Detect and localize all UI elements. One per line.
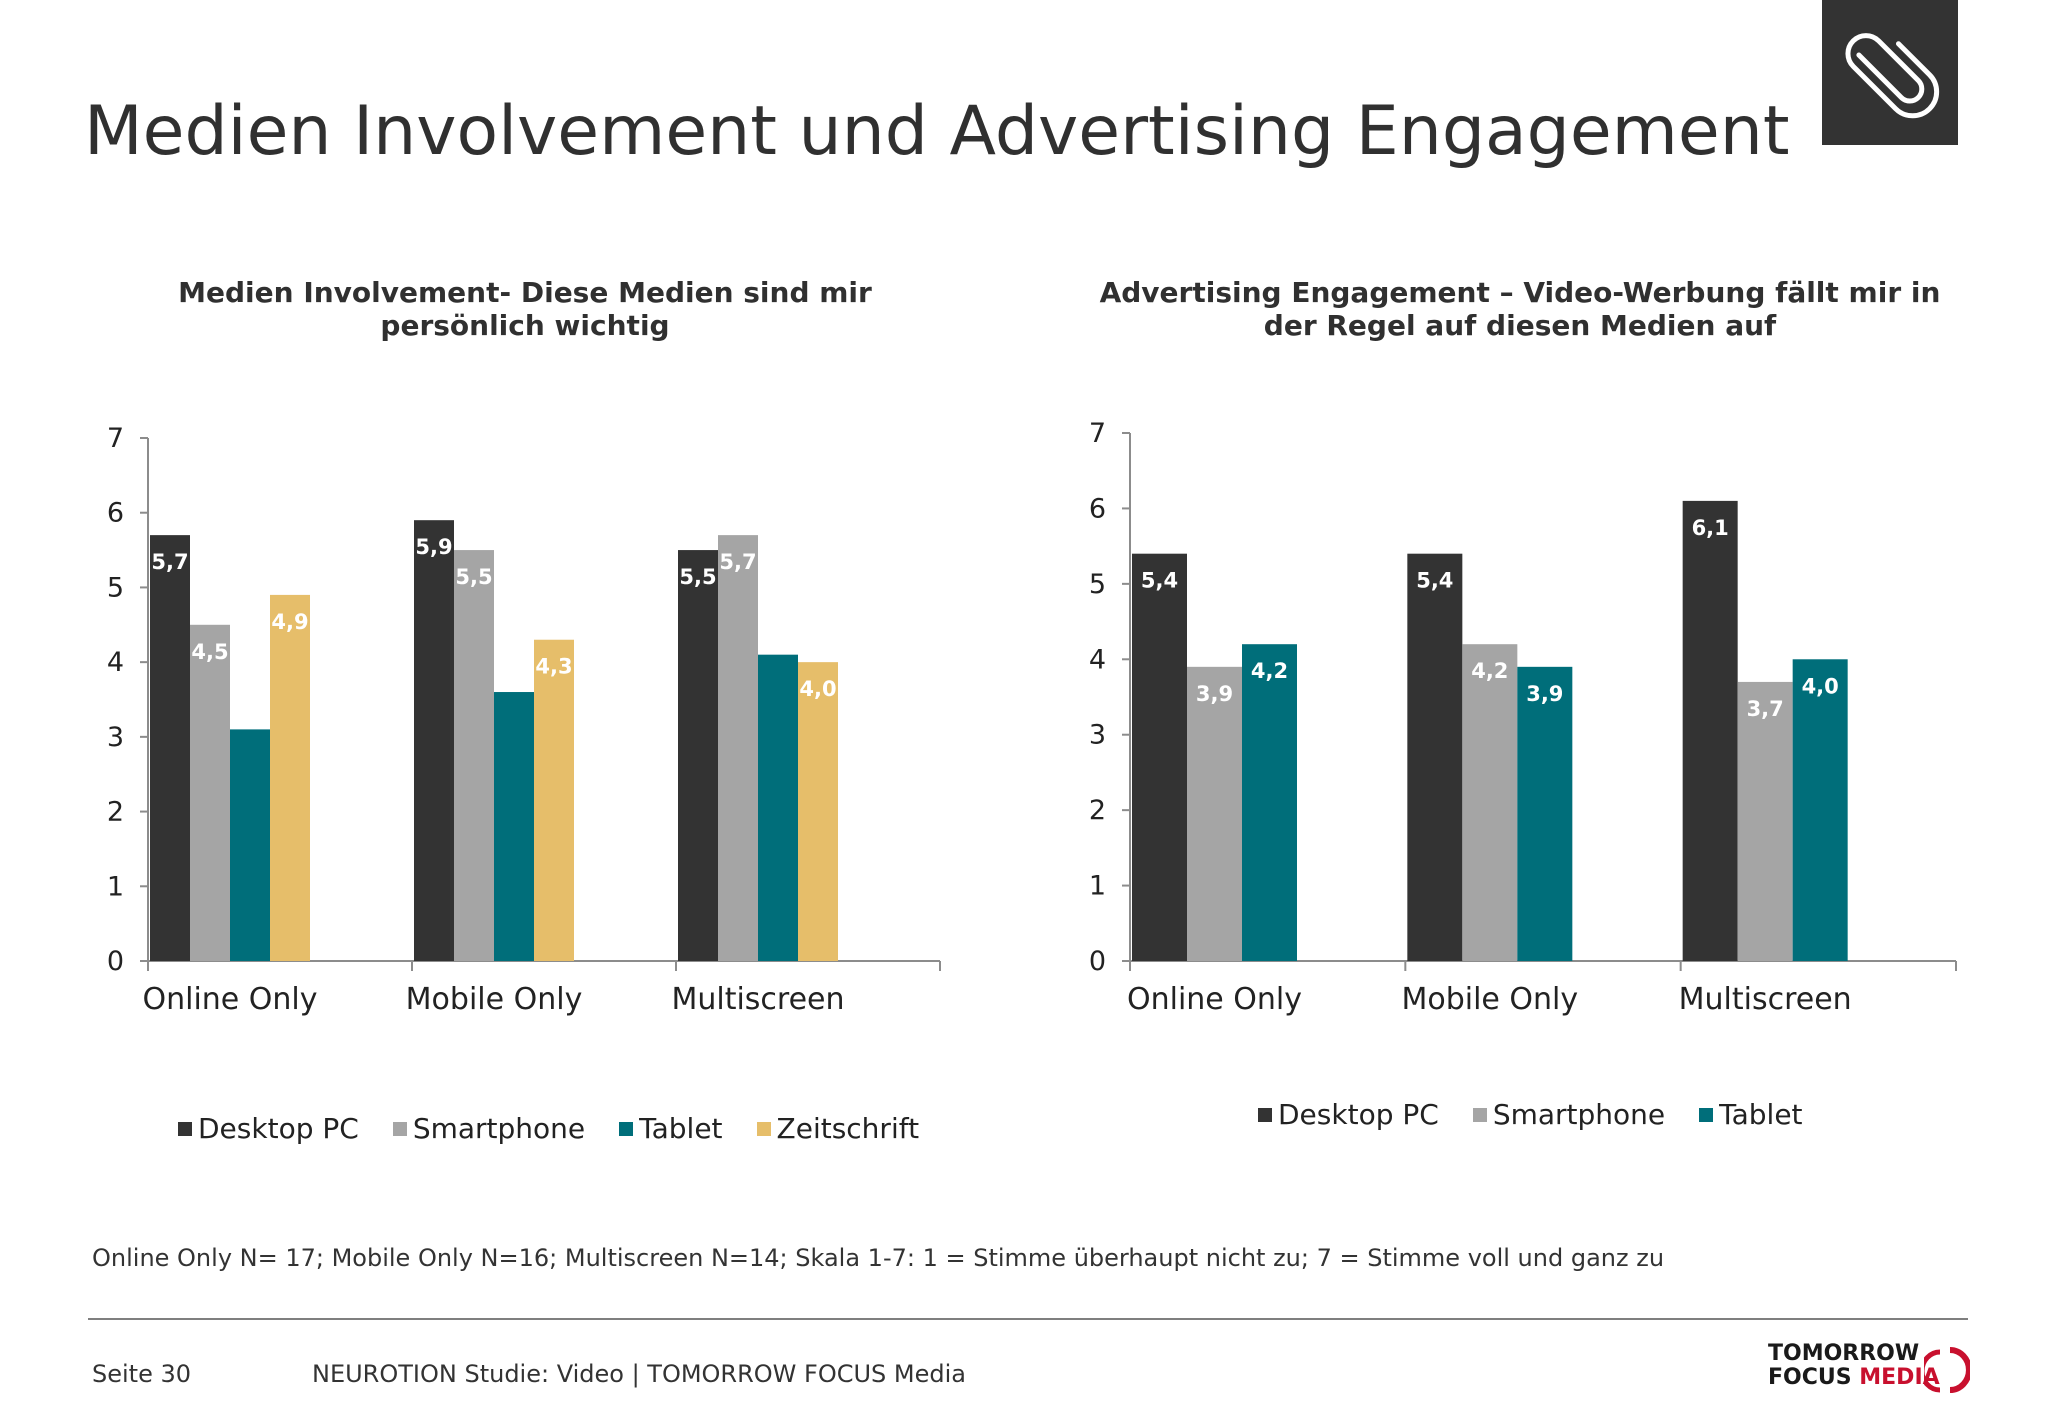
legend-item: Desktop PC	[1258, 1098, 1439, 1131]
footer-divider	[88, 1318, 1968, 1320]
bar	[454, 550, 494, 961]
y-tick-label: 4	[107, 647, 124, 678]
bar	[190, 624, 230, 961]
data-label: 5,5	[455, 565, 492, 589]
legend-item: Zeitschrift	[756, 1112, 920, 1145]
bar	[1462, 644, 1518, 961]
bar	[798, 662, 838, 961]
legend-item: Tablet	[619, 1112, 723, 1145]
page-number: Seite 30	[92, 1360, 192, 1388]
legend-label: Smartphone	[1492, 1098, 1666, 1131]
bar	[1682, 500, 1738, 961]
y-tick-label: 3	[1089, 720, 1106, 751]
bar	[1737, 681, 1793, 961]
data-label: 4,3	[535, 655, 572, 679]
data-label: 4,2	[1471, 659, 1508, 683]
paperclip-icon	[1845, 33, 1940, 119]
data-label: 5,7	[719, 550, 756, 574]
legend-item: Smartphone	[1472, 1098, 1666, 1131]
bar	[414, 520, 454, 961]
x-tick-label: Mobile Only	[406, 982, 583, 1017]
y-tick-label: 3	[107, 722, 124, 753]
legend-involvement: Desktop PC Smartphone Tablet Zeitschrift	[178, 1112, 919, 1145]
logo-line-1: TOMORROW	[1768, 1341, 1920, 1366]
legend-swatch	[619, 1121, 634, 1136]
legend-label: Tablet	[639, 1112, 723, 1145]
bar	[1792, 659, 1848, 961]
legend-engagement: Desktop PC Smartphone Tablet	[1258, 1098, 1803, 1131]
legend-swatch	[1472, 1107, 1487, 1122]
legend-item: Desktop PC	[178, 1112, 359, 1145]
data-label: 4,0	[1802, 674, 1839, 698]
data-label: 6,1	[1692, 516, 1729, 540]
y-tick-label: 1	[107, 871, 124, 902]
data-label: 5,7	[151, 550, 188, 574]
y-tick-label: 4	[1089, 644, 1106, 675]
legend-swatch	[392, 1121, 407, 1136]
data-label: 3,9	[1526, 682, 1563, 706]
data-label: 5,4	[1141, 569, 1178, 593]
legend-label: Desktop PC	[198, 1112, 359, 1145]
x-tick-label: Multiscreen	[671, 982, 844, 1017]
study-label: NEUROTION Studie: Video | TOMORROW FOCUS…	[312, 1360, 966, 1388]
y-tick-label: 1	[1089, 871, 1106, 902]
data-label: 4,0	[799, 677, 836, 701]
data-label: 3,7	[1747, 697, 1784, 721]
y-tick-label: 2	[107, 797, 124, 828]
bar	[758, 654, 798, 961]
y-tick-label: 7	[1089, 418, 1106, 449]
bar	[230, 729, 270, 961]
bar	[150, 535, 190, 961]
bar	[1407, 553, 1463, 961]
legend-item: Tablet	[1699, 1098, 1803, 1131]
data-label: 5,5	[679, 565, 716, 589]
y-tick-label: 7	[107, 423, 124, 454]
bar	[1187, 666, 1242, 961]
y-tick-label: 5	[1089, 569, 1106, 600]
x-tick-label: Online Only	[1127, 982, 1302, 1017]
y-tick-label: 2	[1089, 795, 1106, 826]
legend-label: Desktop PC	[1278, 1098, 1439, 1131]
company-logo: TOMORROW FOCUS MEDIA	[1768, 1340, 1978, 1400]
bar	[1242, 644, 1297, 961]
x-tick-label: Mobile Only	[1401, 982, 1578, 1017]
legend-swatch	[756, 1121, 771, 1136]
ring-logo-icon	[1924, 1347, 1970, 1393]
chart-2-title: Advertising Engagement – Video-Werbung f…	[1099, 276, 1941, 342]
y-tick-label: 5	[107, 572, 124, 603]
bar	[678, 550, 718, 961]
footnote: Online Only N= 17; Mobile Only N=16; Mul…	[92, 1244, 1665, 1272]
y-tick-label: 6	[1089, 493, 1106, 524]
page-title: Medien Involvement und Advertising Engag…	[84, 92, 1790, 171]
x-tick-label: Multiscreen	[1679, 982, 1852, 1017]
x-tick-label: Online Only	[142, 982, 317, 1017]
bar	[534, 639, 574, 961]
data-label: 5,4	[1416, 569, 1453, 593]
legend-swatch	[1258, 1107, 1272, 1122]
legend-label: Smartphone	[412, 1112, 586, 1145]
y-tick-label: 0	[107, 946, 124, 977]
data-label: 5,9	[415, 535, 452, 559]
legend-swatch	[1699, 1107, 1714, 1122]
bar	[1517, 666, 1573, 961]
legend-label: Tablet	[1719, 1098, 1803, 1131]
bar	[718, 535, 758, 961]
bar	[270, 594, 310, 961]
bar	[494, 692, 534, 961]
y-tick-label: 0	[1089, 946, 1106, 977]
legend-label: Zeitschrift	[776, 1112, 920, 1145]
paperclip-badge	[1822, 0, 1958, 145]
legend-swatch	[178, 1121, 192, 1136]
y-tick-label: 6	[107, 498, 124, 529]
logo-line-2a: FOCUS	[1768, 1365, 1852, 1390]
data-label: 3,9	[1196, 682, 1233, 706]
data-label: 4,9	[271, 610, 308, 634]
legend-item: Smartphone	[392, 1112, 586, 1145]
chart-1-title: Medien Involvement- Diese Medien sind mi…	[178, 276, 872, 342]
bar	[1132, 553, 1187, 961]
data-label: 4,2	[1251, 659, 1288, 683]
data-label: 4,5	[191, 640, 228, 664]
